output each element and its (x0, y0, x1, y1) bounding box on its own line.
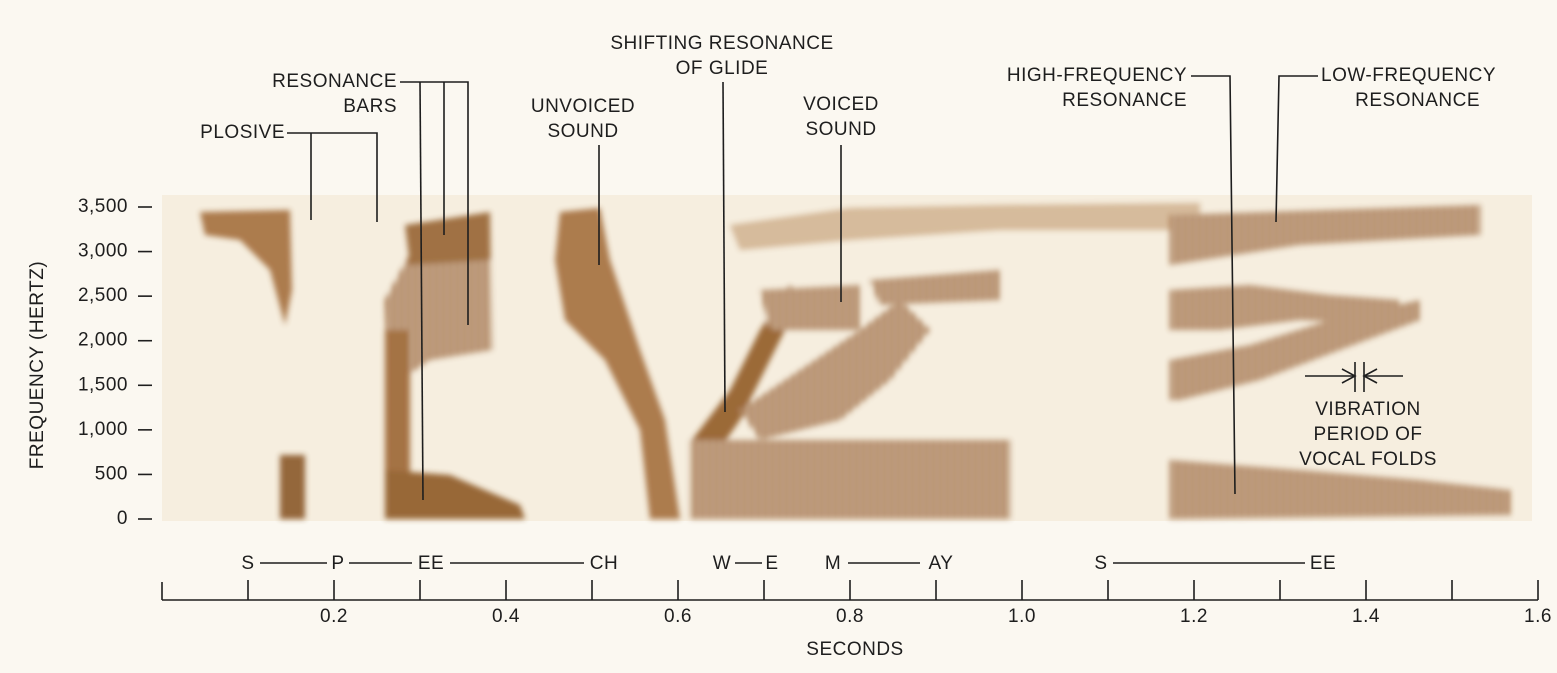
phonetic-label: AY (929, 553, 954, 574)
energy (1170, 300, 1420, 400)
x-tick-label: 0.2 (320, 606, 348, 627)
energy (555, 208, 680, 519)
phonetic-label: P (331, 553, 344, 574)
annotation: VIBRATION (1315, 399, 1421, 420)
energy (760, 285, 860, 330)
phonetic-label: EE (1310, 553, 1336, 574)
energy (1170, 205, 1480, 265)
x-tick-label: 1.2 (1180, 606, 1208, 627)
energy (385, 470, 525, 519)
y-tick-label: 3,000 (78, 241, 128, 262)
y-tick-label: 3,500 (78, 196, 128, 217)
phonetic-label: CH (590, 553, 618, 574)
energy (870, 270, 1000, 305)
annotation: RESONANCE (272, 71, 397, 92)
annotation: LOW-FREQUENCY (1321, 65, 1496, 86)
x-axis-title: SECONDS (806, 639, 903, 660)
annotation: HIGH-FREQUENCY (1007, 65, 1187, 86)
annotation: RESONANCE (1062, 90, 1187, 111)
y-tick-label: 1,000 (78, 419, 128, 440)
x-tick-label: 1.4 (1352, 606, 1380, 627)
x-tick-label: 0.4 (492, 606, 520, 627)
x-tick-label: 0.6 (664, 606, 692, 627)
annotation: PERIOD OF (1313, 424, 1422, 445)
annotation: SOUND (547, 121, 618, 142)
phonetic-label: S (241, 553, 254, 574)
energy (1170, 460, 1510, 519)
annotation: VOICED (803, 94, 879, 115)
annotation: SHIFTING RESONANCE (610, 33, 833, 54)
annotation: UNVOICED (531, 96, 635, 117)
x-tick-label: 1.6 (1524, 606, 1552, 627)
energy (740, 300, 930, 440)
energy (280, 455, 305, 519)
annotation: OF GLIDE (676, 58, 769, 79)
energy (730, 203, 1200, 250)
leader-lines (287, 75, 1318, 501)
vibration-arrows (1305, 362, 1403, 392)
annotation: RESONANCE (1355, 90, 1480, 111)
phonetic-label: E (765, 553, 778, 574)
y-tick-label: 0 (117, 508, 128, 529)
y-tick-label: 2,500 (78, 285, 128, 306)
x-tick-label: 1.0 (1008, 606, 1036, 627)
annotation: PLOSIVE (200, 122, 285, 143)
y-tick-label: 1,500 (78, 374, 128, 395)
energy (690, 285, 800, 519)
energy (690, 440, 1010, 519)
phonetic-label: W (713, 553, 731, 574)
phonetic-label: S (1094, 553, 1107, 574)
x-tick-label: 0.8 (836, 606, 864, 627)
phonetic-label: EE (418, 553, 444, 574)
phonetic-label: M (825, 553, 841, 574)
annotation: VOCAL FOLDS (1299, 449, 1437, 470)
y-tick-label: 2,000 (78, 330, 128, 351)
annotation: BARS (343, 96, 397, 117)
y-tick-label: 500 (95, 463, 128, 484)
annotation: SOUND (805, 119, 876, 140)
energy (200, 210, 292, 325)
y-axis-title: FREQUENCY (HERTZ) (27, 261, 48, 469)
